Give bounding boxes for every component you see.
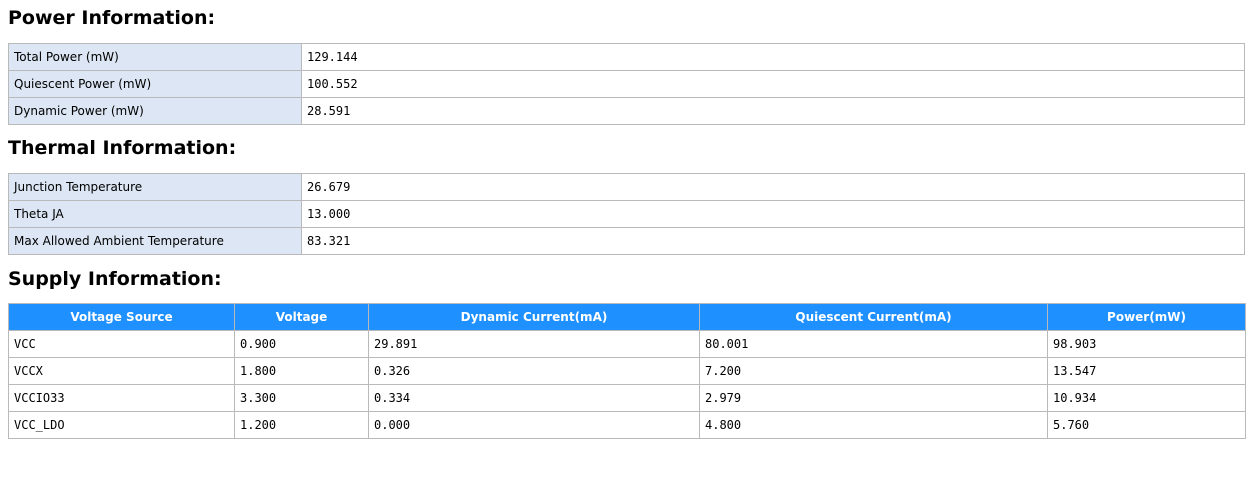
cell-voltage-source: VCC_LDO	[8, 411, 235, 439]
table-row: VCCX 1.800 0.326 7.200 13.547	[8, 357, 1246, 385]
power-table: Total Power (mW) 129.144 Quiescent Power…	[8, 43, 1245, 125]
power-label-quiescent: Quiescent Power (mW)	[8, 70, 302, 98]
cell-dynamic-current: 29.891	[368, 330, 700, 358]
thermal-section-title: Thermal Information:	[8, 137, 237, 159]
thermal-label-junction: Junction Temperature	[8, 173, 302, 201]
column-header-power: Power(mW)	[1047, 303, 1246, 331]
column-header-dynamic-current: Dynamic Current(mA)	[368, 303, 700, 331]
cell-power: 5.760	[1047, 411, 1246, 439]
cell-quiescent-current: 80.001	[699, 330, 1048, 358]
table-header-row: Voltage Source Voltage Dynamic Current(m…	[8, 303, 1246, 331]
power-value-total: 129.144	[301, 43, 1245, 71]
table-row: Dynamic Power (mW) 28.591	[8, 97, 1245, 125]
column-header-quiescent-current: Quiescent Current(mA)	[699, 303, 1048, 331]
cell-power: 13.547	[1047, 357, 1246, 385]
power-value-quiescent: 100.552	[301, 70, 1245, 98]
power-label-dynamic: Dynamic Power (mW)	[8, 97, 302, 125]
thermal-value-junction: 26.679	[301, 173, 1245, 201]
cell-voltage: 1.800	[234, 357, 369, 385]
cell-power: 10.934	[1047, 384, 1246, 412]
table-row: VCC 0.900 29.891 80.001 98.903	[8, 330, 1246, 358]
table-row: Quiescent Power (mW) 100.552	[8, 70, 1245, 98]
cell-quiescent-current: 7.200	[699, 357, 1048, 385]
power-section-title: Power Information:	[8, 7, 216, 29]
thermal-value-theta: 13.000	[301, 200, 1245, 228]
thermal-label-ambient: Max Allowed Ambient Temperature	[8, 227, 302, 255]
table-row: Total Power (mW) 129.144	[8, 43, 1245, 71]
power-value-dynamic: 28.591	[301, 97, 1245, 125]
thermal-label-theta: Theta JA	[8, 200, 302, 228]
cell-dynamic-current: 0.326	[368, 357, 700, 385]
supply-section-title: Supply Information:	[8, 268, 222, 290]
cell-voltage: 1.200	[234, 411, 369, 439]
cell-quiescent-current: 2.979	[699, 384, 1048, 412]
cell-voltage: 3.300	[234, 384, 369, 412]
table-row: Theta JA 13.000	[8, 200, 1245, 228]
power-label-total: Total Power (mW)	[8, 43, 302, 71]
thermal-value-ambient: 83.321	[301, 227, 1245, 255]
thermal-table: Junction Temperature 26.679 Theta JA 13.…	[8, 173, 1245, 255]
column-header-voltage: Voltage	[234, 303, 369, 331]
cell-dynamic-current: 0.000	[368, 411, 700, 439]
cell-voltage: 0.900	[234, 330, 369, 358]
cell-power: 98.903	[1047, 330, 1246, 358]
column-header-voltage-source: Voltage Source	[8, 303, 235, 331]
cell-dynamic-current: 0.334	[368, 384, 700, 412]
table-row: VCCIO33 3.300 0.334 2.979 10.934	[8, 384, 1246, 412]
report-page: Power Information: Total Power (mW) 129.…	[8, 7, 1246, 439]
supply-table: Voltage Source Voltage Dynamic Current(m…	[8, 303, 1246, 439]
cell-voltage-source: VCCIO33	[8, 384, 235, 412]
table-row: Max Allowed Ambient Temperature 83.321	[8, 227, 1245, 255]
table-row: Junction Temperature 26.679	[8, 173, 1245, 201]
table-row: VCC_LDO 1.200 0.000 4.800 5.760	[8, 411, 1246, 439]
cell-voltage-source: VCC	[8, 330, 235, 358]
cell-quiescent-current: 4.800	[699, 411, 1048, 439]
cell-voltage-source: VCCX	[8, 357, 235, 385]
